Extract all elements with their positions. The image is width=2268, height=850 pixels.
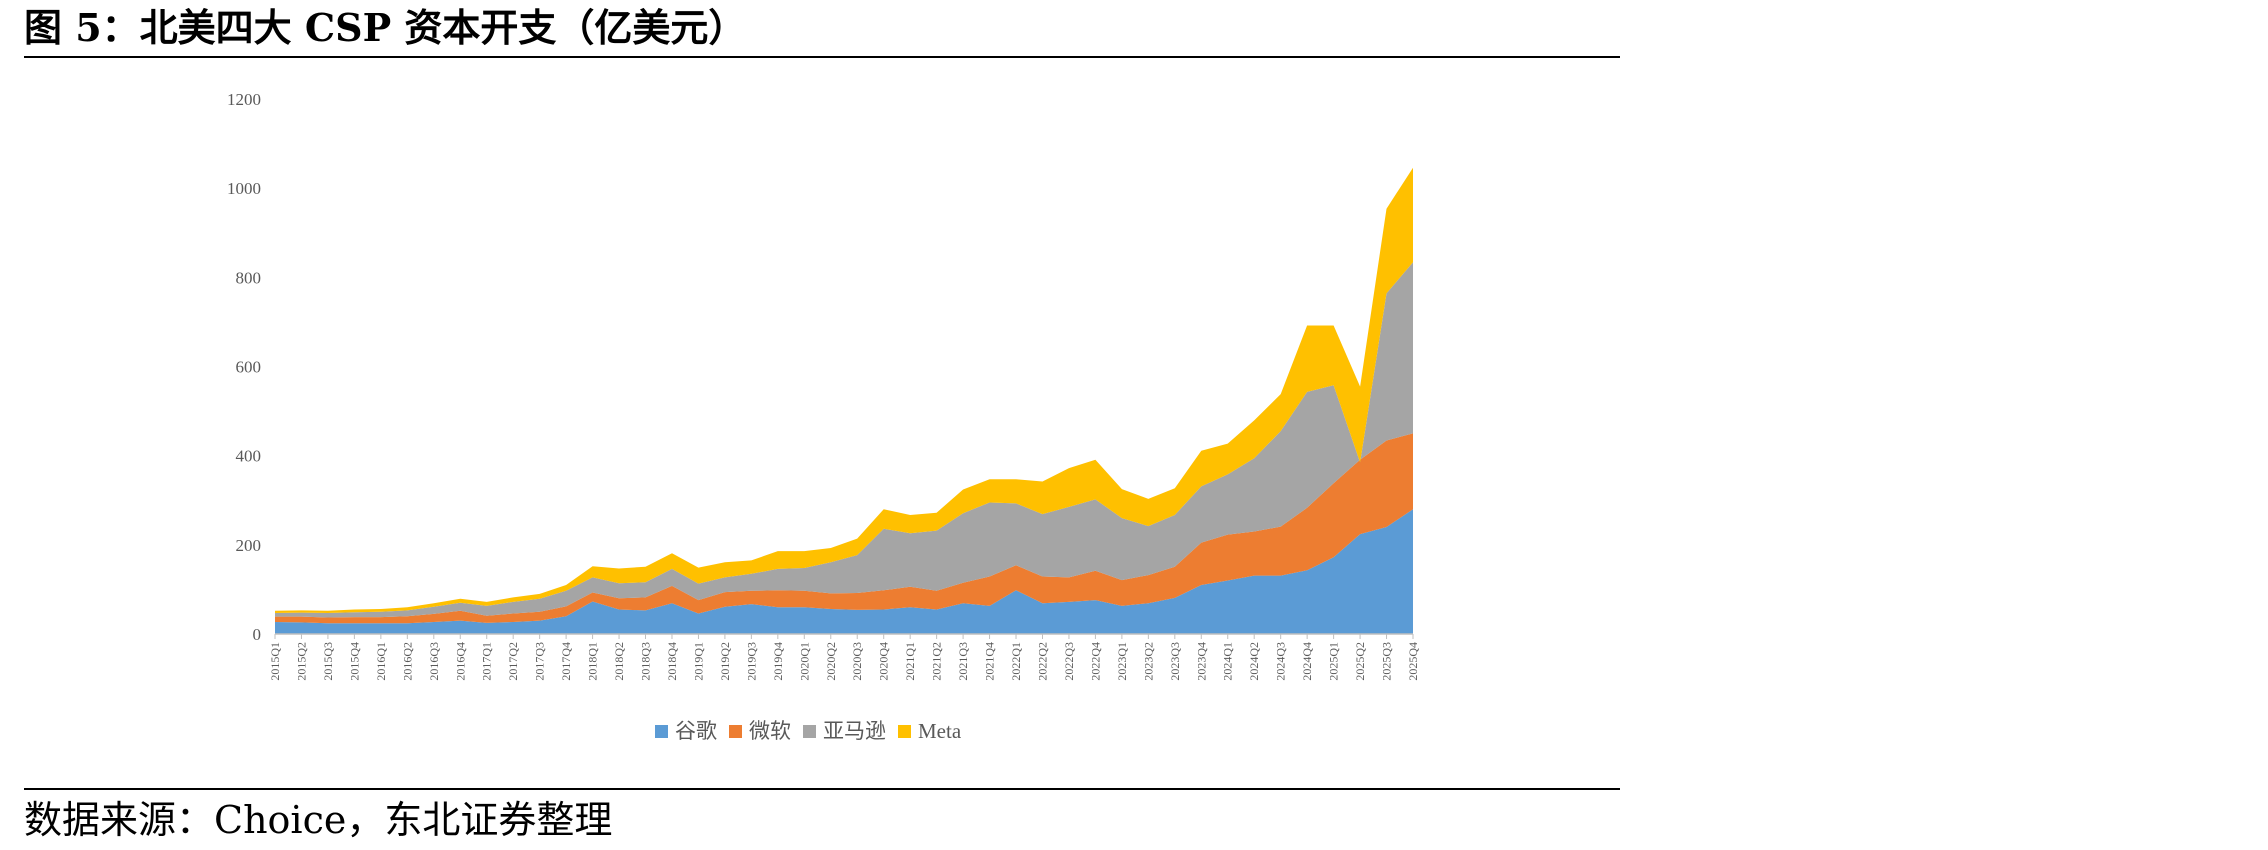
x-tick-label: 2019Q3 (744, 642, 758, 681)
x-tick-label: 2020Q1 (797, 642, 811, 681)
y-tick-label: 1200 (227, 90, 261, 109)
area-series-1 (275, 509, 1413, 634)
x-tick-label: 2025Q1 (1327, 642, 1341, 681)
legend-swatch-4 (898, 725, 911, 738)
x-tick-label: 2024Q3 (1274, 642, 1288, 681)
x-tick-label: 2025Q3 (1380, 642, 1394, 681)
x-tick-label: 2017Q1 (480, 642, 494, 681)
x-tick-label: 2023Q2 (1141, 642, 1155, 681)
x-tick-label: 2015Q2 (294, 642, 308, 681)
source-rule (24, 788, 1620, 790)
figure-title: 图 5：北美四大 CSP 资本开支（亿美元） (24, 5, 747, 50)
x-tick-label: 2022Q2 (1035, 642, 1049, 681)
y-tick-label: 600 (236, 358, 262, 377)
y-tick-label: 200 (236, 536, 262, 555)
legend-label-2: 微软 (749, 719, 791, 743)
x-tick-label: 2025Q2 (1353, 642, 1367, 681)
title-rule (24, 56, 1620, 58)
y-tick-label: 0 (253, 625, 262, 644)
y-axis-ticks: 0 200 400 600 800 1000 1200 (227, 90, 261, 644)
x-tick-label: 2021Q4 (983, 642, 997, 681)
x-tick-label: 2016Q1 (374, 642, 388, 681)
x-tick-label: 2015Q1 (268, 642, 282, 681)
x-tick-label: 2016Q3 (427, 642, 441, 681)
legend: 谷歌 微软 亚马逊 Meta (655, 719, 962, 743)
x-tick-label: 2016Q4 (453, 642, 467, 681)
x-tick-label: 2024Q1 (1221, 642, 1235, 681)
x-tick-label: 2024Q2 (1247, 642, 1261, 681)
x-tick-label: 2023Q3 (1168, 642, 1182, 681)
x-tick-label: 2021Q3 (956, 642, 970, 681)
x-tick-label: 2017Q2 (506, 642, 520, 681)
x-tick-label: 2019Q2 (718, 642, 732, 681)
x-tick-label: 2018Q1 (586, 642, 600, 681)
x-tick-label: 2015Q3 (321, 642, 335, 681)
x-tick-label: 2018Q4 (665, 642, 679, 681)
y-tick-label: 1000 (227, 179, 261, 198)
x-tick-label: 2018Q2 (612, 642, 626, 681)
legend-swatch-2 (729, 725, 742, 738)
area-series-3 (275, 262, 1413, 618)
x-tick-label: 2017Q4 (559, 642, 573, 681)
y-tick-label: 400 (236, 447, 262, 466)
x-tick-label: 2024Q4 (1300, 642, 1314, 681)
x-tick-label: 2018Q3 (639, 642, 653, 681)
legend-swatch-1 (655, 725, 668, 738)
x-tick-label: 2020Q4 (877, 642, 891, 681)
source-note: 数据来源：Choice，东北证券整理 (24, 798, 613, 842)
area-series-group (275, 167, 1413, 634)
x-tick-label: 2021Q1 (903, 642, 917, 681)
legend-label-3: 亚马逊 (823, 719, 886, 743)
x-tick-label: 2022Q1 (1009, 642, 1023, 681)
x-tick-label: 2022Q4 (1088, 642, 1102, 681)
x-tick-label: 2020Q3 (850, 642, 864, 681)
x-tick-label: 2023Q1 (1115, 642, 1129, 681)
x-tick-label: 2021Q2 (930, 642, 944, 681)
stacked-area-chart: 0 200 400 600 800 1000 1200 2015Q1 2015Q2 2015Q3… (227, 90, 1420, 743)
x-tick-label: 2025Q4 (1406, 642, 1420, 681)
y-tick-label: 800 (236, 268, 262, 287)
legend-label-4: Meta (918, 719, 962, 743)
x-tick-label: 2019Q1 (691, 642, 705, 681)
x-tick-label: 2022Q3 (1062, 642, 1076, 681)
x-axis-ticks: 2015Q1 2015Q2 2015Q3 2015Q4 2016Q1 2016Q2 2016… (268, 634, 1420, 681)
area-series-4 (275, 167, 1413, 613)
x-tick-label: 2020Q2 (824, 642, 838, 681)
x-tick-label: 2015Q4 (347, 642, 361, 681)
x-tick-label: 2019Q4 (771, 642, 785, 681)
legend-swatch-3 (803, 725, 816, 738)
x-tick-label: 2016Q2 (400, 642, 414, 681)
x-tick-label: 2017Q3 (533, 642, 547, 681)
legend-label-1: 谷歌 (675, 719, 717, 743)
x-tick-label: 2023Q4 (1194, 642, 1208, 681)
